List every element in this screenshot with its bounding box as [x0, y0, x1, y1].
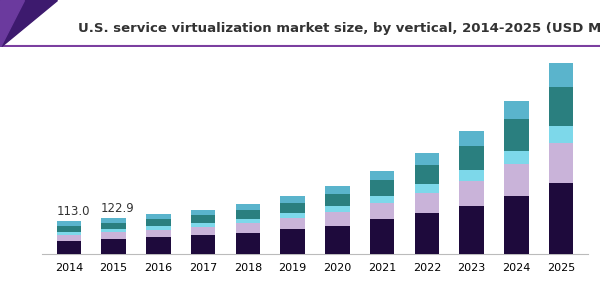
Bar: [549, 63, 574, 87]
Bar: [370, 203, 394, 219]
Bar: [460, 131, 484, 145]
Bar: [370, 171, 394, 181]
Bar: [325, 206, 350, 212]
Text: U.S. service virtualization market size, by vertical, 2014-2025 (USD Million): U.S. service virtualization market size,…: [78, 22, 600, 35]
Bar: [101, 229, 126, 232]
Bar: [280, 196, 305, 203]
Bar: [191, 210, 215, 215]
Bar: [56, 221, 81, 225]
Bar: [101, 223, 126, 229]
Bar: [504, 119, 529, 151]
Bar: [460, 181, 484, 206]
Bar: [236, 219, 260, 223]
Bar: [101, 218, 126, 223]
Bar: [56, 225, 81, 232]
Bar: [191, 215, 215, 224]
Bar: [504, 196, 529, 254]
Bar: [236, 204, 260, 209]
Bar: [280, 203, 305, 213]
Bar: [56, 232, 81, 235]
Bar: [415, 193, 439, 213]
Bar: [101, 239, 126, 254]
Bar: [280, 213, 305, 218]
Bar: [56, 235, 81, 241]
Bar: [549, 143, 574, 183]
Bar: [370, 181, 394, 196]
Bar: [504, 101, 529, 119]
Bar: [549, 126, 574, 143]
Bar: [460, 206, 484, 254]
Bar: [236, 233, 260, 254]
Bar: [236, 209, 260, 219]
Bar: [415, 153, 439, 165]
Bar: [460, 145, 484, 170]
Bar: [325, 194, 350, 206]
Bar: [415, 213, 439, 254]
Bar: [146, 214, 170, 219]
Bar: [370, 196, 394, 203]
Text: 113.0: 113.0: [56, 205, 90, 218]
Bar: [415, 184, 439, 193]
Bar: [191, 227, 215, 235]
Bar: [460, 170, 484, 181]
Bar: [236, 223, 260, 233]
Bar: [549, 183, 574, 254]
Bar: [280, 229, 305, 254]
Bar: [191, 224, 215, 227]
Bar: [101, 232, 126, 239]
Bar: [504, 151, 529, 164]
Bar: [56, 241, 81, 254]
Bar: [504, 164, 529, 196]
Bar: [325, 212, 350, 225]
Bar: [146, 237, 170, 254]
Bar: [146, 226, 170, 230]
Bar: [146, 230, 170, 237]
Bar: [549, 87, 574, 126]
Bar: [146, 219, 170, 226]
Bar: [370, 219, 394, 254]
Polygon shape: [0, 0, 57, 47]
Text: 122.9: 122.9: [101, 202, 135, 215]
Bar: [280, 218, 305, 229]
Bar: [415, 165, 439, 184]
Bar: [191, 235, 215, 254]
Bar: [325, 186, 350, 194]
Polygon shape: [0, 0, 24, 47]
Bar: [325, 225, 350, 254]
